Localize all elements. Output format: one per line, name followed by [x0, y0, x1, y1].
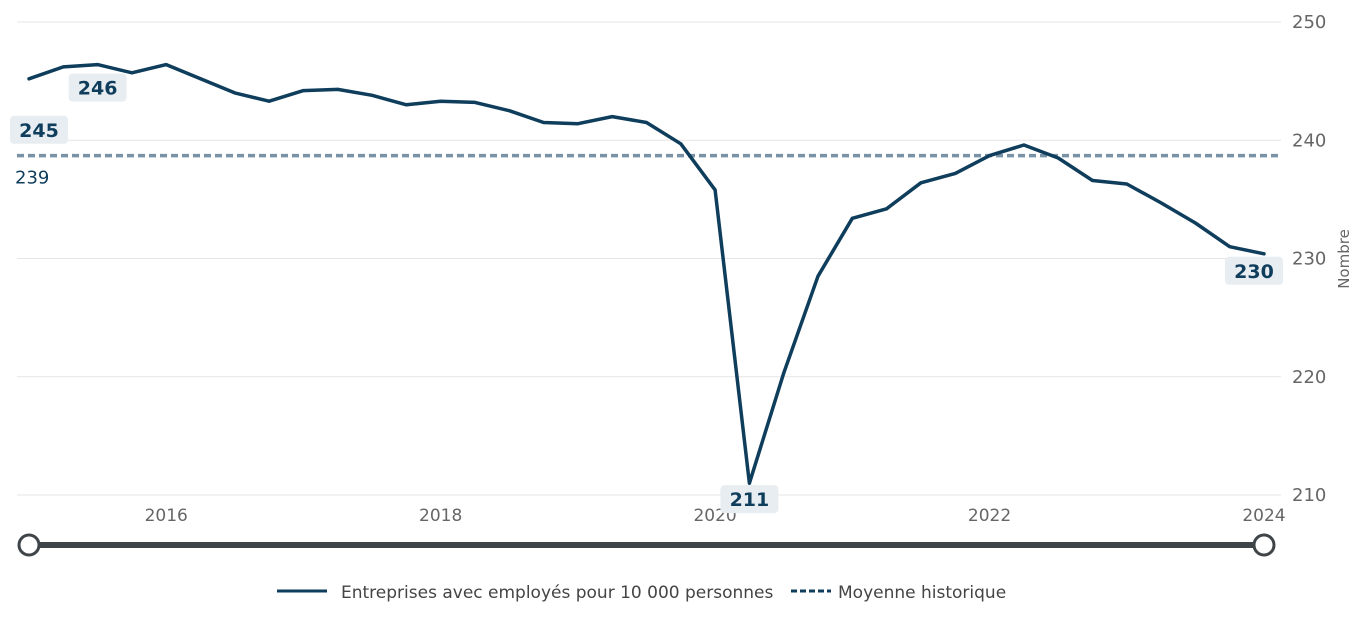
- y-tick-label: 250: [1292, 12, 1326, 33]
- main-series: [27, 62, 1266, 485]
- data-point: [1090, 178, 1094, 182]
- x-tick-label: 2016: [145, 506, 188, 526]
- data-point: [130, 71, 134, 75]
- data-point: [301, 89, 305, 93]
- navigator-right-handle[interactable]: [1252, 533, 1276, 557]
- data-badge-bg: [1225, 256, 1283, 285]
- data-point: [96, 63, 100, 67]
- legend-item-series[interactable]: Entreprises avec employés pour 10 000 pe…: [277, 583, 773, 603]
- data-point: [199, 77, 203, 81]
- data-point: [1159, 201, 1163, 205]
- data-point: [747, 481, 751, 485]
- legend: Entreprises avec employés pour 10 000 pe…: [277, 583, 1006, 603]
- data-point: [919, 181, 923, 185]
- legend-series-label: Entreprises avec employés pour 10 000 pe…: [341, 583, 773, 603]
- data-point: [336, 87, 340, 91]
- data-point: [816, 274, 820, 278]
- data-point: [370, 93, 374, 97]
- average-series: 239: [15, 153, 1281, 189]
- data-point: [713, 188, 717, 192]
- data-point: [233, 91, 237, 95]
- data-point: [1228, 245, 1232, 249]
- data-badge-bg: [68, 73, 127, 102]
- range-navigator[interactable]: [17, 533, 1276, 557]
- y-axis-label: Nombre: [1335, 229, 1353, 289]
- legend-average-label: Moyenne historique: [838, 583, 1006, 603]
- data-point: [645, 121, 648, 125]
- data-point: [439, 99, 443, 103]
- data-point: [473, 100, 477, 104]
- grid: [17, 21, 1281, 496]
- data-point: [988, 154, 992, 158]
- data-point: [679, 142, 683, 146]
- data-point: [507, 109, 511, 113]
- average-value-label: 239: [15, 168, 49, 189]
- series-line: [27, 62, 1266, 485]
- y-axis: 210 220 230 240 250: [1292, 12, 1326, 506]
- data-point: [267, 99, 271, 103]
- data-badge: 246: [68, 73, 127, 102]
- data-point: [1056, 156, 1060, 160]
- data-badge-label: 230: [1234, 261, 1274, 283]
- y-tick-label: 240: [1292, 130, 1326, 151]
- data-point: [1022, 143, 1026, 147]
- data-badge: 230: [1225, 256, 1283, 285]
- data-badge: 245: [10, 115, 68, 144]
- x-tick-label: 2022: [968, 506, 1011, 526]
- x-tick-label: 2018: [419, 506, 462, 526]
- y-tick-label: 220: [1292, 367, 1326, 388]
- data-badge-bg: [720, 485, 779, 514]
- data-point: [1193, 221, 1197, 225]
- legend-item-average[interactable]: Moyenne historique: [791, 583, 1006, 603]
- data-point: [542, 121, 546, 125]
- data-badges: 245 246 211 230: [10, 73, 1283, 514]
- y-tick-label: 230: [1292, 249, 1326, 270]
- data-point: [953, 171, 957, 175]
- data-point: [61, 65, 65, 69]
- data-point: [1125, 182, 1129, 186]
- data-point: [27, 77, 31, 81]
- data-badge: 211: [720, 485, 779, 514]
- y-tick-label: 210: [1292, 485, 1326, 506]
- data-point: [1262, 252, 1266, 256]
- data-point: [576, 122, 580, 126]
- data-badge-label: 246: [78, 78, 118, 100]
- data-point: [404, 103, 408, 107]
- data-badge-label: 245: [19, 120, 59, 142]
- data-point: [850, 216, 854, 220]
- navigator-left-handle[interactable]: [17, 533, 41, 557]
- data-badge-bg: [10, 115, 68, 144]
- data-point: [610, 115, 614, 119]
- data-point: [164, 63, 168, 67]
- data-point: [885, 207, 889, 211]
- data-point: [782, 371, 786, 375]
- x-tick-label: 2024: [1242, 506, 1285, 526]
- x-axis: 2016 2018 2020 2022 2024: [145, 506, 1286, 526]
- data-badge-label: 211: [730, 489, 770, 511]
